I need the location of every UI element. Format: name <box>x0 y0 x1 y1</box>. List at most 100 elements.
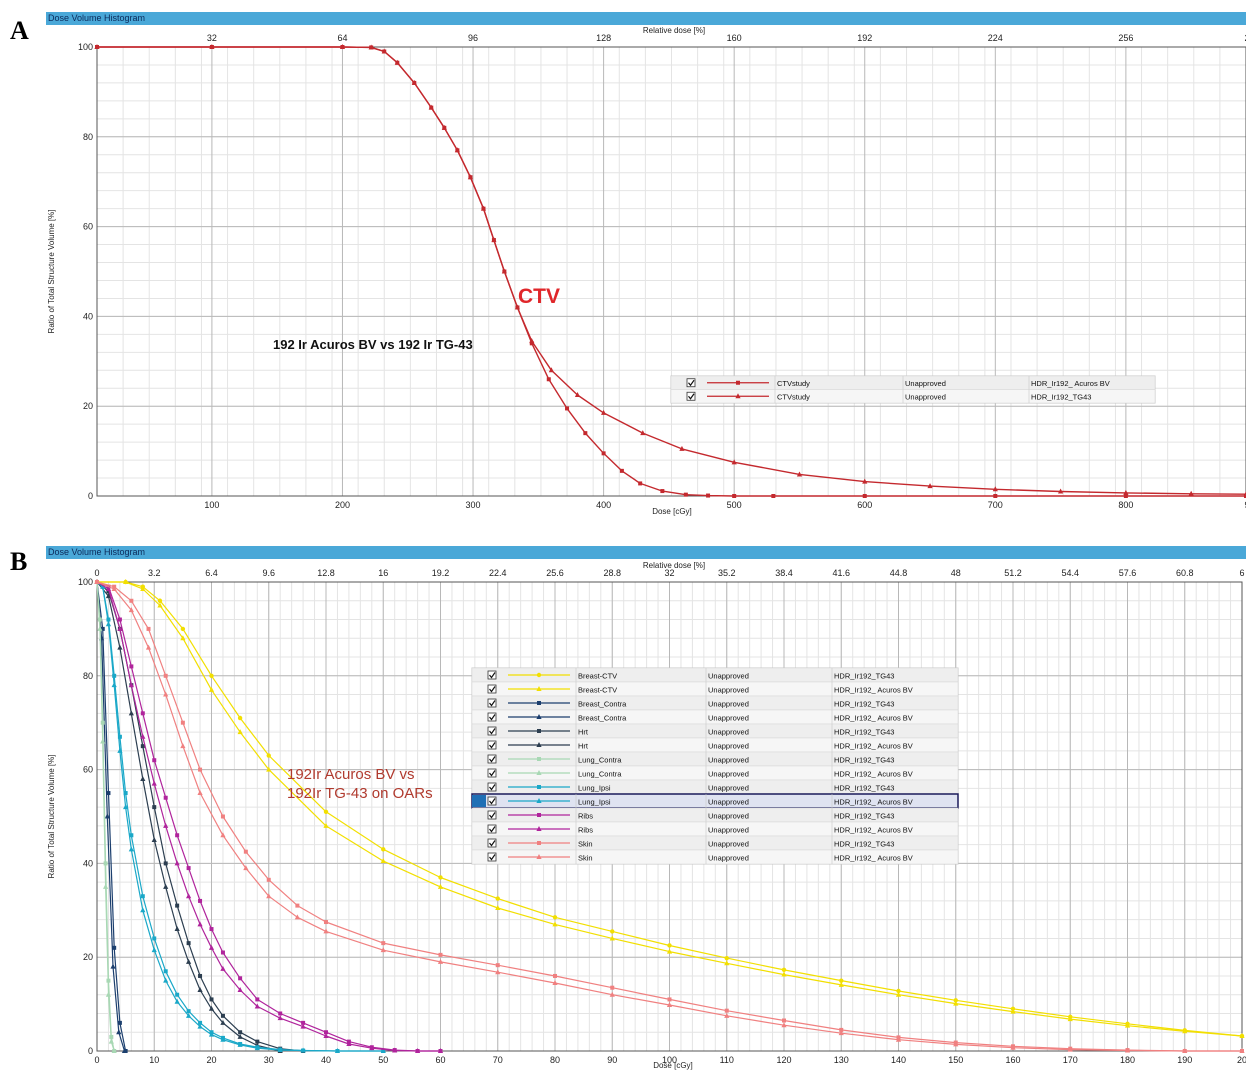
x-tick-label: 80 <box>550 1055 560 1065</box>
data-point <box>186 1009 191 1014</box>
x-tick-label: 20 <box>206 1055 216 1065</box>
data-point <box>174 860 180 866</box>
legend-status: Unapproved <box>708 840 749 849</box>
legend-row[interactable]: Ribs Unapproved HDR_Ir192_ Acuros BV <box>471 821 959 837</box>
legend-checkbox[interactable] <box>487 768 497 778</box>
data-point <box>467 174 474 180</box>
panel-a: A Dose Volume Histogram 100 200 300 400 500 6… <box>10 12 1246 516</box>
data-point <box>151 780 157 786</box>
legend-row[interactable]: Lung_Contra Unapproved HDR_Ir192_TG43 <box>471 751 959 767</box>
data-point <box>208 944 215 950</box>
y-tick-label: 60 <box>83 765 93 775</box>
legend-checkbox[interactable] <box>686 391 696 401</box>
legend-row[interactable]: Breast-CTV Unapproved HDR_Ir192_TG43 <box>471 667 959 683</box>
legend-checkbox[interactable] <box>487 782 497 792</box>
y-tick-label: 40 <box>83 311 93 321</box>
legend-checkbox[interactable] <box>487 754 497 764</box>
legend-checkbox[interactable] <box>487 670 497 680</box>
data-point <box>323 822 329 828</box>
data-point <box>927 483 933 489</box>
data-point <box>953 1041 959 1047</box>
series-markers-6 <box>95 580 117 1053</box>
legend-row[interactable]: Ribs Unapproved HDR_Ir192_TG43 <box>471 807 959 823</box>
data-point <box>1067 1046 1073 1052</box>
x-tick-label: 40 <box>321 1055 331 1065</box>
data-point <box>180 720 185 725</box>
data-point <box>495 896 500 901</box>
data-point <box>163 883 169 889</box>
legend-structure: CTVstudy <box>777 393 810 402</box>
legend-marker <box>536 854 542 859</box>
legend-row[interactable]: Lung_Ipsi Unapproved HDR_Ir192_TG43 <box>471 779 959 795</box>
legend-checkbox[interactable] <box>487 824 497 834</box>
legend-checkbox[interactable] <box>487 684 497 694</box>
legend-status: Unapproved <box>708 826 749 835</box>
series-markers-13 <box>94 579 1245 1053</box>
legend-row[interactable]: Lung_Contra Unapproved HDR_Ir192_ Acuros B… <box>471 765 959 781</box>
data-point <box>111 682 117 688</box>
x2-axis: 0 3.2 6.4 9.6 12.8 16 19.2 22.4 25.6 28.8 32 35.2 38… <box>94 561 1244 578</box>
x2-tick-label: 64 <box>337 33 347 43</box>
data-point <box>437 883 444 889</box>
legend-row[interactable]: Lung_Ipsi Unapproved HDR_Ir192_ Acuros BV <box>471 793 959 809</box>
x2-tick-label: 6 <box>1239 568 1244 578</box>
legend-checkbox[interactable] <box>487 698 497 708</box>
check-icon <box>489 672 496 679</box>
x2-tick-label: 128 <box>596 33 611 43</box>
series-markers-1 <box>94 44 1246 497</box>
legend-row[interactable]: Skin Unapproved HDR_Ir192_ Acuros BV <box>471 849 959 865</box>
x-tick-label: 400 <box>596 500 611 510</box>
legend-row[interactable]: Hrt Unapproved HDR_Ir192_TG43 <box>471 723 959 739</box>
data-point <box>145 644 152 650</box>
data-point <box>140 907 146 913</box>
series-markers-7 <box>94 579 117 1053</box>
legend-marker <box>537 701 541 705</box>
legend-structure: Skin <box>578 840 593 849</box>
data-point <box>238 1030 243 1035</box>
legend-structure: Lung_Ipsi <box>578 784 611 793</box>
data-point <box>679 445 685 451</box>
legend-checkbox[interactable] <box>487 796 497 806</box>
legend-row[interactable]: Breast_Contra Unapproved HDR_Ir192_TG43 <box>471 695 959 711</box>
legend-row[interactable]: Hrt Unapproved HDR_Ir192_ Acuros BV <box>471 737 959 753</box>
data-point <box>495 963 500 968</box>
legend-checkbox[interactable] <box>487 712 497 722</box>
data-point <box>839 978 844 983</box>
legend-checkbox[interactable] <box>487 838 497 848</box>
x-tick-label: 180 <box>1120 1055 1135 1065</box>
legend-structure: Lung_Contra <box>578 770 622 779</box>
data-point <box>163 861 168 866</box>
legend-checkbox[interactable] <box>686 378 696 388</box>
checkbox-box <box>487 824 497 834</box>
y-tick-label: 80 <box>83 671 93 681</box>
data-point <box>174 998 180 1004</box>
data-point <box>428 104 434 110</box>
data-point <box>619 468 624 473</box>
legend-checkbox[interactable] <box>487 810 497 820</box>
data-point <box>105 991 112 997</box>
data-point <box>895 1036 902 1042</box>
legend-checkbox[interactable] <box>487 740 497 750</box>
legend-row[interactable]: Breast_Contra Unapproved HDR_Ir192_ Acuros… <box>471 709 959 725</box>
legend-marker <box>536 826 542 831</box>
legend-checkbox[interactable] <box>487 852 497 862</box>
data-point <box>666 1002 673 1008</box>
legend-structure: Hrt <box>578 742 589 751</box>
data-point <box>1124 1022 1131 1028</box>
legend-row[interactable]: CTVstudy Unapproved HDR_Ir192_ Acuros BV <box>670 375 1156 390</box>
data-point <box>220 1036 226 1042</box>
data-point <box>129 664 134 669</box>
legend-marker <box>536 770 542 775</box>
data-point <box>186 941 191 946</box>
data-point <box>437 1048 444 1053</box>
legend-row[interactable]: Skin Unapproved HDR_Ir192_TG43 <box>471 835 959 851</box>
legend-row[interactable]: Breast-CTV Unapproved HDR_Ir192_ Acuros BV <box>471 681 959 697</box>
data-point <box>266 877 271 882</box>
annotation-line-1: 192Ir Acuros BV vs <box>287 766 415 783</box>
data-point <box>552 921 558 927</box>
legend-row[interactable]: CTVstudy Unapproved HDR_Ir192_TG43 <box>670 389 1156 404</box>
data-point <box>610 985 615 990</box>
legend-checkbox[interactable] <box>487 726 497 736</box>
data-point <box>157 598 163 603</box>
x2-tick-label: 22.4 <box>489 568 507 578</box>
